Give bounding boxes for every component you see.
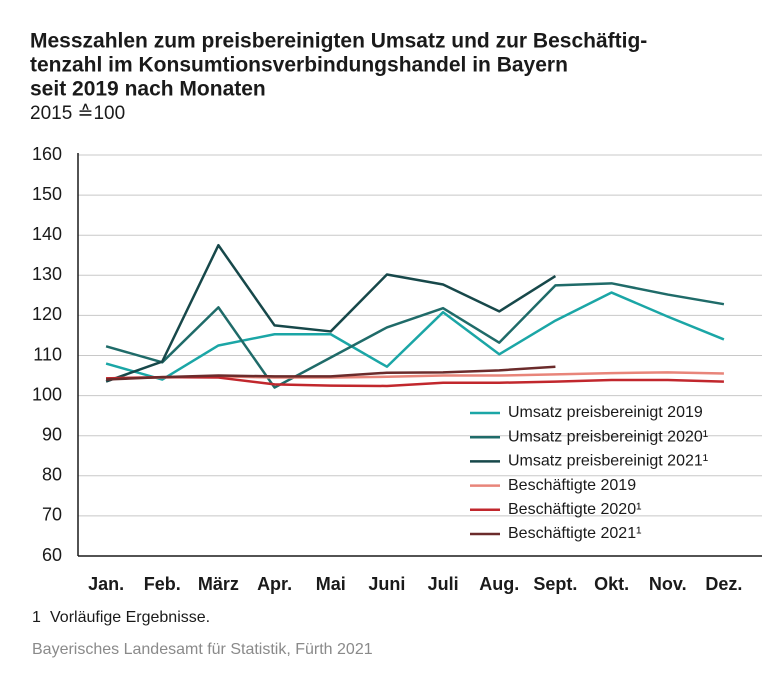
legend-label: Beschäftigte 2019 — [508, 477, 636, 494]
x-tick-label: März — [198, 574, 239, 594]
chart-title: seit 2019 nach Monaten — [30, 78, 266, 101]
y-tick-label: 150 — [32, 184, 62, 204]
y-tick-label: 80 — [42, 465, 62, 485]
y-tick-label: 120 — [32, 304, 62, 324]
y-tick-label: 100 — [32, 384, 62, 404]
x-tick-label: Juli — [428, 574, 459, 594]
chart-title: Messzahlen zum preisbereinigten Umsatz u… — [30, 30, 647, 53]
footnote: Vorläufige Ergebnisse. — [50, 609, 210, 626]
x-tick-label: Juni — [368, 574, 405, 594]
y-tick-label: 60 — [42, 545, 62, 565]
x-tick-label: Jan. — [88, 574, 124, 594]
x-tick-label: Aug. — [479, 574, 519, 594]
legend-label: Beschäftigte 2020¹ — [508, 501, 641, 518]
legend-label: Umsatz preisbereinigt 2021¹ — [508, 453, 708, 470]
y-tick-label: 110 — [33, 344, 62, 364]
x-tick-label: Mai — [316, 574, 346, 594]
y-tick-label: 130 — [32, 264, 62, 284]
data-line — [105, 291, 725, 381]
data-line — [106, 375, 724, 388]
y-tick-label: 90 — [42, 424, 62, 444]
data-line — [106, 365, 556, 381]
x-tick-label: Okt. — [594, 574, 629, 594]
legend-label: Umsatz preisbereinigt 2020¹ — [508, 428, 708, 445]
chart-subtitle: 2015 ≙100 — [30, 103, 125, 124]
y-tick-label: 160 — [32, 144, 62, 164]
data-line — [105, 243, 557, 383]
legend-label: Beschäftigte 2021¹ — [508, 525, 641, 542]
x-tick-label: Nov. — [649, 574, 687, 594]
x-tick-label: Feb. — [144, 574, 181, 594]
footnote-marker: 1 — [32, 609, 41, 626]
y-tick-label: 70 — [42, 505, 62, 525]
data-line — [105, 282, 725, 389]
source: Bayerisches Landesamt für Statistik, Für… — [32, 641, 373, 658]
x-tick-label: Dez. — [705, 574, 742, 594]
x-tick-label: Apr. — [257, 574, 292, 594]
chart-title: tenzahl im Konsumtionsverbindungshandel … — [30, 54, 568, 77]
y-tick-label: 140 — [32, 224, 62, 244]
x-tick-label: Sept. — [533, 574, 577, 594]
legend-label: Umsatz preisbereinigt 2019 — [508, 404, 703, 421]
